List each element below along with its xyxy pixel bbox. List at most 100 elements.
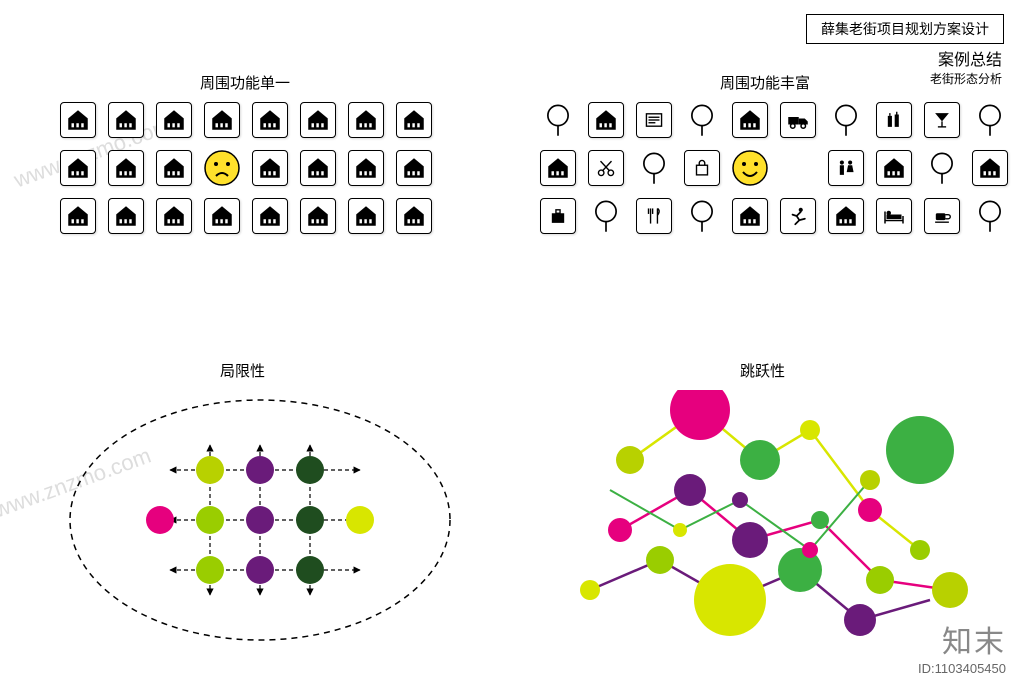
bag-icon: [684, 150, 720, 186]
runner-cell: [780, 198, 816, 234]
tree-icon: [972, 102, 1008, 138]
happy-face-icon: [732, 150, 768, 186]
house-icon: [60, 150, 96, 186]
martini-cell: [924, 102, 960, 138]
house-cell: [300, 150, 336, 186]
truck-cell: [780, 102, 816, 138]
luggage-cell: [540, 198, 576, 234]
house-cell: [300, 102, 336, 138]
house-cell: [204, 102, 240, 138]
house-icon: [156, 102, 192, 138]
house-cell: [588, 102, 624, 138]
house-icon: [108, 150, 144, 186]
house-icon: [348, 150, 384, 186]
house-icon: [732, 198, 768, 234]
house-icon: [972, 150, 1008, 186]
watermark: 知末 ID:1103405450: [918, 617, 1006, 676]
house-icon: [252, 150, 288, 186]
house-cell: [396, 102, 432, 138]
house-icon: [348, 198, 384, 234]
tree-icon: [684, 198, 720, 234]
wc-icon: [828, 150, 864, 186]
house-cell: [108, 150, 144, 186]
tree-icon: [924, 150, 960, 186]
house-cell: [348, 198, 384, 234]
watermark-text: 知末: [918, 617, 1006, 661]
house-icon: [588, 102, 624, 138]
bottles-cell: [876, 102, 912, 138]
house-cell: [348, 102, 384, 138]
house-cell: [396, 150, 432, 186]
sad-face-icon: [204, 150, 240, 186]
subheader-sub: 老街形态分析: [930, 70, 1002, 87]
house-cell: [108, 102, 144, 138]
house-cell: [108, 198, 144, 234]
tree-icon: [972, 198, 1008, 234]
runner-icon: [780, 198, 816, 234]
coffee-icon: [924, 198, 960, 234]
house-icon: [396, 150, 432, 186]
house-icon: [732, 102, 768, 138]
house-icon: [540, 150, 576, 186]
house-cell: [300, 198, 336, 234]
house-cell: [252, 198, 288, 234]
house-cell: [972, 150, 1008, 186]
house-cell: [60, 198, 96, 234]
house-icon: [300, 198, 336, 234]
title-top-right: 周围功能丰富: [720, 72, 810, 93]
house-icon: [252, 102, 288, 138]
house-icon: [876, 150, 912, 186]
title-bottom-left: 局限性: [220, 360, 265, 381]
bag-cell: [684, 150, 720, 186]
house-icon: [108, 102, 144, 138]
truck-icon: [780, 102, 816, 138]
house-icon: [252, 198, 288, 234]
luggage-icon: [540, 198, 576, 234]
house-icon: [300, 102, 336, 138]
house-cell: [252, 150, 288, 186]
house-cell: [348, 150, 384, 186]
house-icon: [300, 150, 336, 186]
scissors-cell: [588, 150, 624, 186]
house-cell: [156, 198, 192, 234]
tree-icon: [684, 102, 720, 138]
bed-icon: [876, 198, 912, 234]
wc-cell: [828, 150, 864, 186]
subheader: 案例总结 老街形态分析: [930, 46, 1002, 87]
title-bottom-right: 跳跃性: [740, 360, 785, 381]
house-cell: [60, 150, 96, 186]
project-title: 薛集老街项目规划方案设计: [821, 21, 989, 37]
house-icon: [396, 102, 432, 138]
house-icon: [204, 198, 240, 234]
house-cell: [156, 102, 192, 138]
house-cell: [252, 102, 288, 138]
house-icon: [396, 198, 432, 234]
limitation-diagram: [60, 390, 480, 660]
fork-cell: [636, 198, 672, 234]
house-icon: [60, 102, 96, 138]
tree-icon: [588, 198, 624, 234]
title-top-left: 周围功能单一: [200, 72, 290, 93]
page-root: www.znzmo.com www.znzmo.com 薛集老街项目规划方案设计…: [0, 0, 1024, 688]
fork-icon: [636, 198, 672, 234]
house-icon: [108, 198, 144, 234]
house-cell: [156, 150, 192, 186]
tree-icon: [540, 102, 576, 138]
tree-icon: [828, 102, 864, 138]
house-icon: [60, 198, 96, 234]
bed-cell: [876, 198, 912, 234]
house-cell: [396, 198, 432, 234]
subheader-main: 案例总结: [930, 46, 1002, 70]
house-icon: [156, 198, 192, 234]
house-cell: [732, 198, 768, 234]
watermark-id: ID:1103405450: [918, 661, 1006, 676]
project-title-box: 薛集老街项目规划方案设计: [806, 14, 1004, 44]
house-icon: [348, 102, 384, 138]
bottles-icon: [876, 102, 912, 138]
house-cell: [204, 198, 240, 234]
house-cell: [828, 198, 864, 234]
house-cell: [732, 102, 768, 138]
house-icon: [156, 150, 192, 186]
grid-monotone: [60, 102, 432, 234]
house-cell: [876, 150, 912, 186]
